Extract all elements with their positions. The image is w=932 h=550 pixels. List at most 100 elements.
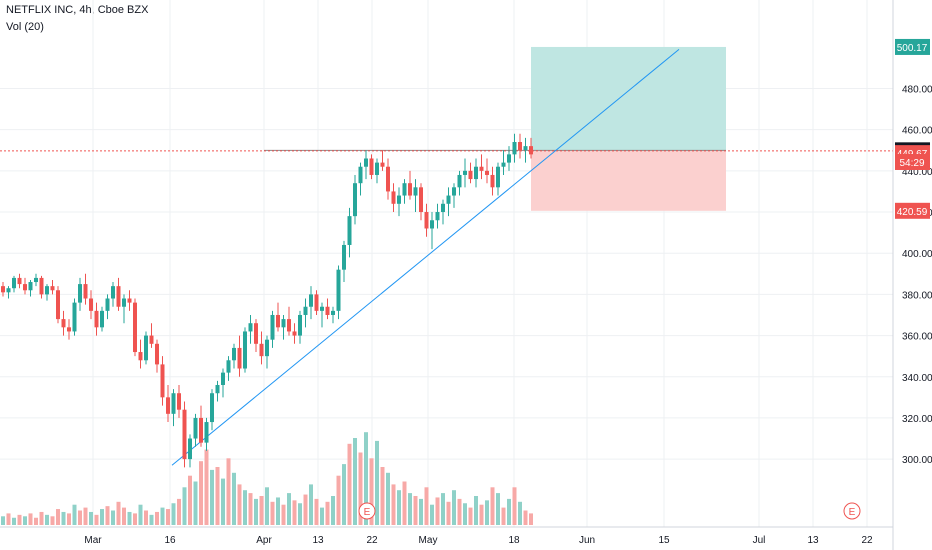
candle-body [265,339,269,357]
candle-body [171,393,176,414]
long-position-tool[interactable] [264,46,726,211]
volume-bar [127,511,132,525]
price-tag [895,38,930,55]
earnings-marker [843,502,861,520]
volume-bar [23,516,27,525]
candle-body [34,277,38,283]
candle-body [402,183,407,196]
volume-bar [144,510,148,525]
candle-body [281,319,286,328]
candle-body [309,294,313,307]
volume-bar [391,484,396,525]
candle-body [364,158,368,167]
volume-bar [259,496,264,525]
candle-body [391,191,396,204]
volume-bar [457,498,462,525]
volume-bar [292,500,297,525]
y-tick-label: 300.00 [902,455,932,466]
candle-body [127,298,132,303]
volume-bar [210,469,214,525]
price-tag [895,153,930,170]
candle-body [358,166,363,184]
candle-body [430,220,434,229]
candle-body [188,438,192,460]
candle-body [138,352,143,361]
volume-bar [364,432,368,525]
volume-bar [485,500,489,525]
volume-bar [111,510,115,525]
volume-bar [83,507,88,525]
x-tick-label: Jun [579,535,595,546]
volume-bar [336,475,341,525]
volume-legend[interactable]: Vol (20) [6,21,44,33]
candle-body [105,298,110,311]
candle-body [468,170,473,180]
volume-bar [479,504,484,525]
candle-body [452,187,456,196]
volume-bar [221,478,225,525]
candle-body [474,166,478,180]
candle-body [177,393,181,410]
symbol-legend[interactable]: NETFLIX INC, 4h, Cboe BZX [6,4,149,16]
x-axis-background [0,527,893,550]
candle-body [221,372,225,385]
candle-body [314,294,319,311]
volume-bar [166,509,170,525]
volume-bar [248,493,253,525]
candle-body [292,331,297,336]
x-tick-label: Apr [256,535,272,546]
volume-bar [61,511,66,525]
candle-body [116,286,121,307]
candle-body [248,323,253,332]
volume-bar [369,458,374,525]
candle-body [441,203,445,213]
volume-bar [287,493,291,525]
volume-bar [237,484,242,525]
volume-bar [265,487,269,525]
candle-body [386,166,390,192]
x-tick-label: 22 [861,535,873,546]
volume-bar [17,514,22,525]
y-tick-label: 340.00 [902,373,932,384]
volume-bar [34,517,38,525]
volume-bar [507,498,511,525]
candle-body [50,286,55,291]
candle-body [111,286,115,299]
candle-body [529,146,533,155]
volume-bar [490,487,495,525]
volume-bar [270,501,275,525]
price-tag-label: 420.59 [897,207,928,218]
y-tick-label: 320.00 [902,414,932,425]
volume-bar [155,511,159,525]
volume-bar [50,516,55,525]
volume-bar [188,475,192,525]
volume-bar [331,496,335,525]
candle-body [490,174,495,188]
volume-bar [320,507,324,525]
candle-body [193,417,198,439]
candle-body [215,384,220,394]
volume-bar [122,507,126,525]
candle-body [336,269,341,311]
volume-bar [325,501,330,525]
y-axis[interactable]: 300.00 320.00 340.00 360.00 380.00 400.00 420.… [892,0,932,550]
y-axis-background [893,0,932,550]
candle-body [375,162,379,175]
drawn-lines[interactable] [0,48,893,466]
volume-bar [314,498,319,525]
candle-body [94,310,99,328]
price-tag [895,202,930,219]
volume-bar [133,513,137,525]
x-axis[interactable]: Mar 16 Apr 13 22 May 18 Jun 15 Jul 13 22 [0,526,893,550]
volume-bar [468,507,473,525]
candle-body [56,290,60,320]
candle-body [347,216,352,245]
volume-bar [408,493,412,525]
candle-body [303,306,308,315]
volume-bar [6,513,11,525]
x-tick-label: 13 [312,535,324,546]
volume-bar [413,496,418,525]
price-tag-label: 500.17 [897,43,928,54]
